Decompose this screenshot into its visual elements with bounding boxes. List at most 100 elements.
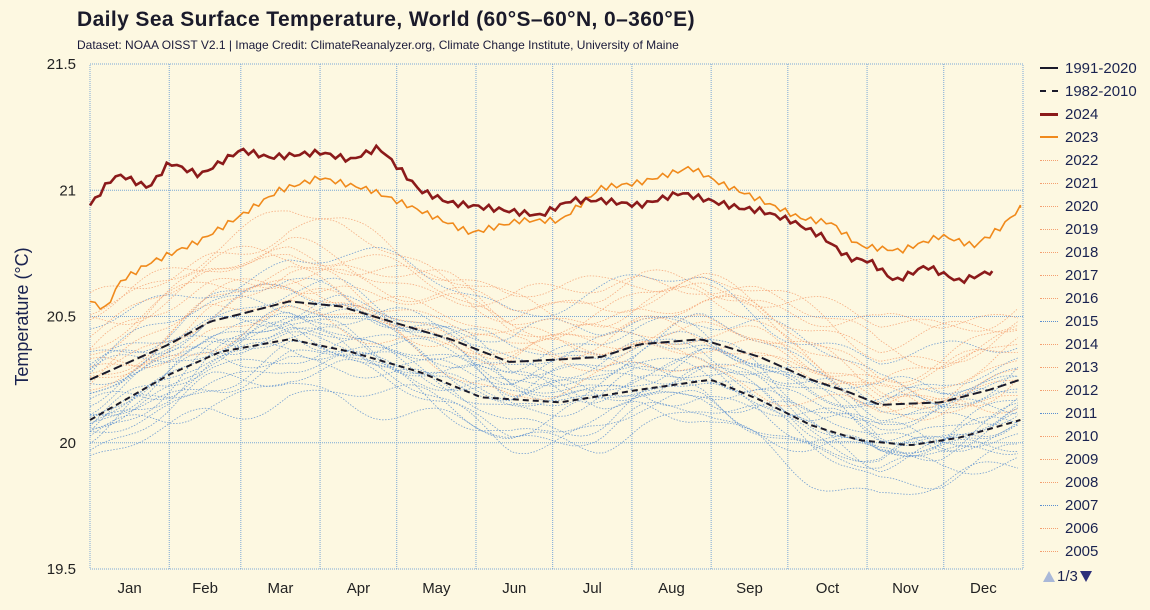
x-tick-label: Mar: [268, 580, 294, 597]
y-tick-label: 20: [59, 435, 76, 452]
legend-item-2010[interactable]: 2010: [1040, 426, 1150, 446]
legend-swatch: [1040, 435, 1058, 437]
legend-item-2021[interactable]: 2021: [1040, 173, 1150, 193]
x-tick-label: Jul: [583, 580, 602, 597]
x-tick-label: Dec: [970, 580, 997, 597]
legend-item-2018[interactable]: 2018: [1040, 242, 1150, 262]
legend-item-2009[interactable]: 2009: [1040, 449, 1150, 469]
series-line-2001: [89, 304, 1019, 426]
y-tick-label: 20.5: [47, 309, 76, 326]
legend-label: 2014: [1065, 335, 1099, 353]
pager-label: 1/3: [1057, 568, 1078, 585]
series-line-1992: [89, 351, 1019, 454]
series-line-1996: [89, 338, 1019, 463]
series-line-2014: [89, 278, 1018, 387]
legend-item-2024[interactable]: 2024: [1040, 104, 1150, 124]
plot-border: [89, 63, 1024, 570]
legend-swatch: [1040, 320, 1058, 322]
legend-label: 2024: [1065, 105, 1099, 123]
legend-label: 2022: [1065, 151, 1099, 169]
triangle-down-icon[interactable]: [1079, 571, 1092, 582]
series-line-1987: [89, 321, 1019, 447]
series-line-1994: [90, 312, 1019, 445]
series-line-2011: [89, 303, 1018, 407]
legend-label: 2012: [1065, 381, 1099, 399]
series-line-2024: [88, 143, 994, 285]
series-line-2000: [89, 326, 1018, 425]
series-line-2016: [89, 210, 1019, 332]
legend-label: 2006: [1065, 519, 1099, 537]
series-line-1986: [89, 340, 1018, 458]
y-tick-label: 21.5: [47, 56, 76, 73]
legend-swatch: [1040, 112, 1058, 116]
legend-label: 2016: [1065, 289, 1099, 307]
x-tick-label: Jun: [502, 580, 526, 597]
series-line-1995: [89, 319, 1019, 442]
series-line-1983: [89, 318, 1019, 453]
legend-swatch: [1040, 481, 1058, 483]
legend-swatch: [1040, 90, 1058, 92]
legend-swatch: [1040, 343, 1058, 345]
legend-swatch: [1040, 228, 1058, 230]
legend-label: 2005: [1065, 542, 1099, 560]
series-line-2007: [89, 307, 1018, 431]
series-line-2002: [89, 283, 1019, 422]
legend-item-2019[interactable]: 2019: [1040, 219, 1150, 239]
legend-item-2020[interactable]: 2020: [1040, 196, 1150, 216]
legend-item-2008[interactable]: 2008: [1040, 472, 1150, 492]
legend-label: 2015: [1065, 312, 1099, 330]
y-axis-label: Temperature (°C): [12, 247, 32, 385]
x-tick-label: Apr: [347, 580, 370, 597]
legend-label: 2011: [1065, 404, 1098, 422]
legend-pager: 1/3: [1043, 568, 1092, 585]
series-line-2020: [89, 236, 1018, 369]
legend-label: 2019: [1065, 220, 1099, 238]
legend-item-2011[interactable]: 2011: [1040, 403, 1150, 423]
series-line-2018: [89, 264, 1018, 386]
legend-swatch: [1040, 182, 1058, 184]
legend-item-2014[interactable]: 2014: [1040, 334, 1150, 354]
legend-item-2016[interactable]: 2016: [1040, 288, 1150, 308]
x-tick-label: May: [422, 580, 451, 597]
series-line-2004: [89, 294, 1018, 408]
legend-item-2013[interactable]: 2013: [1040, 357, 1150, 377]
legend-label: 2020: [1065, 197, 1099, 215]
series-line-2023: [89, 165, 1022, 311]
legend-item-2022[interactable]: 2022: [1040, 150, 1150, 170]
x-tick-label: Nov: [892, 580, 919, 597]
series-line-1998: [89, 277, 1018, 406]
y-tick-label: 19.5: [47, 561, 76, 578]
legend-item-2005[interactable]: 2005: [1040, 541, 1150, 561]
series-line-1982-2010: [89, 338, 1021, 447]
series-line-1989: [89, 353, 1019, 462]
legend-item-2017[interactable]: 2017: [1040, 265, 1150, 285]
legend-label: 1982-2010: [1065, 82, 1137, 100]
legend-swatch: [1040, 274, 1058, 276]
legend-swatch: [1040, 159, 1058, 161]
series-line-1988: [89, 341, 1019, 473]
legend-item-2015[interactable]: 2015: [1040, 311, 1150, 331]
legend-swatch: [1040, 366, 1058, 368]
legend-label: 2023: [1065, 128, 1099, 146]
series-line-2015: [89, 247, 1019, 365]
legend-item-1982-2010[interactable]: 1982-2010: [1040, 81, 1150, 101]
legend-item-2023[interactable]: 2023: [1040, 127, 1150, 147]
y-tick-label: 21: [59, 182, 76, 199]
legend-swatch: [1040, 389, 1058, 391]
series-line-2005: [89, 266, 1018, 404]
legend-swatch: [1040, 412, 1058, 414]
legend-swatch: [1040, 504, 1058, 506]
legend-item-2006[interactable]: 2006: [1040, 518, 1150, 538]
series-line-2008: [89, 305, 1019, 414]
triangle-up-icon[interactable]: [1043, 571, 1055, 582]
legend-swatch: [1040, 136, 1058, 138]
legend-swatch: [1040, 458, 1058, 460]
legend-label: 2013: [1065, 358, 1099, 376]
legend-item-2012[interactable]: 2012: [1040, 380, 1150, 400]
series-line-2009: [89, 283, 1019, 407]
legend-item-1991-2020[interactable]: 1991-2020: [1040, 58, 1150, 78]
legend-item-2007[interactable]: 2007: [1040, 495, 1150, 515]
x-tick-label: Feb: [192, 580, 218, 597]
